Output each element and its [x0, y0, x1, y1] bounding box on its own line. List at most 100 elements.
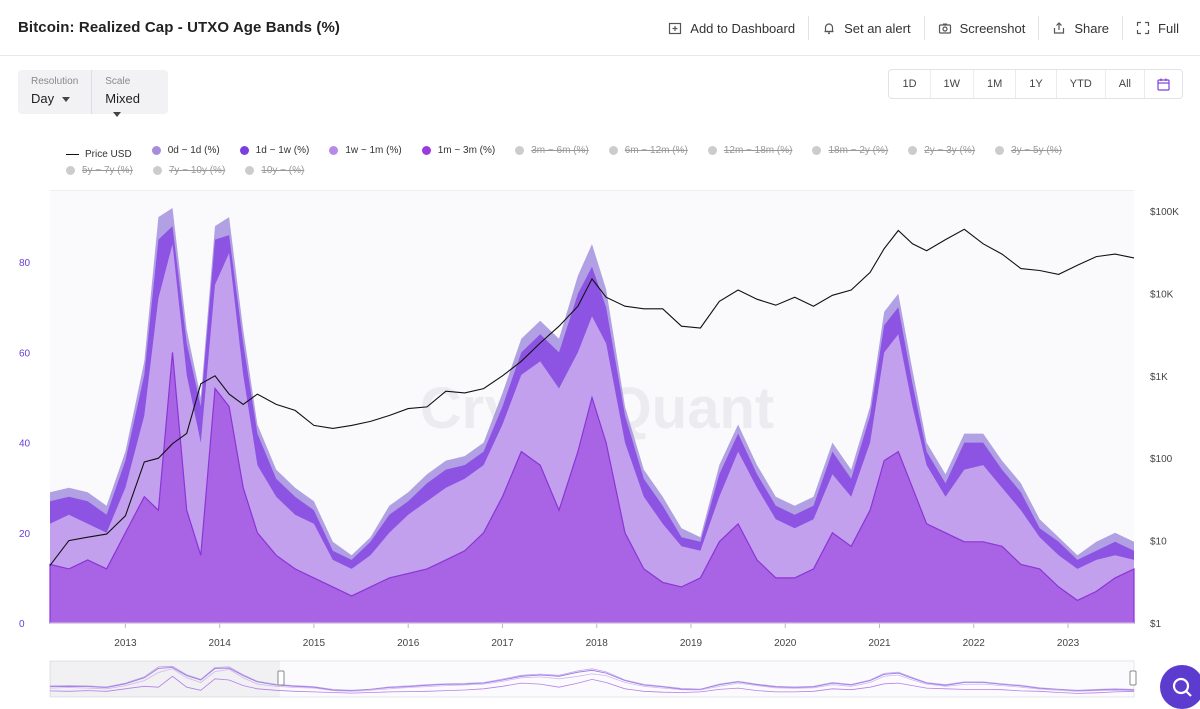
y-left-tick-label: 40 [19, 439, 31, 450]
dashboard-add-icon [669, 22, 682, 35]
x-tick-label: 2021 [868, 638, 891, 649]
x-tick-label: 2023 [1057, 638, 1080, 649]
screenshot-button[interactable]: Screenshot [923, 16, 1039, 40]
legend-marker [239, 146, 249, 155]
x-tick-label: 2022 [963, 638, 986, 649]
y-left-tick-label: 0 [19, 619, 25, 630]
legend-marker [151, 146, 161, 155]
legend-label: 3y ~ 5y (%) [1011, 145, 1062, 156]
legend-label: Price USD [85, 149, 132, 160]
x-tick-label: 2019 [680, 638, 703, 649]
share-button[interactable]: Share [1038, 16, 1122, 40]
chevron-down-icon [113, 112, 122, 118]
series-area [49, 352, 1135, 624]
screenshot-label: Screenshot [959, 20, 1026, 36]
legend-marker [908, 146, 918, 155]
resolution-select[interactable]: Resolution Day [18, 70, 91, 114]
navigator-handle[interactable] [277, 670, 285, 686]
y-right-tick-label: $10 [1150, 537, 1167, 548]
legend-marker [152, 166, 162, 175]
scale-select[interactable]: Scale Mixed [91, 70, 168, 118]
resolution-label: Resolution [31, 76, 79, 87]
set-alert-button[interactable]: Set an alert [808, 16, 924, 40]
legend-marker [812, 146, 822, 155]
legend-label: 12m ~ 18m (%) [723, 145, 793, 156]
legend-item[interactable]: 1w ~ 1m (%) [329, 143, 402, 158]
legend-item[interactable]: 7y ~ 10y (%) [152, 163, 225, 178]
chat-support-button[interactable] [1160, 665, 1200, 709]
range-1m-button[interactable]: 1M [973, 70, 1015, 98]
range-1w-button[interactable]: 1W [929, 70, 974, 98]
y-right-tick-label: $10K [1150, 289, 1174, 300]
legend-item[interactable]: 2y ~ 3y (%) [908, 143, 975, 158]
fullscreen-button[interactable]: Full [1122, 16, 1192, 40]
range-all-button[interactable]: All [1104, 70, 1144, 98]
range-1d-button[interactable]: 1D [902, 78, 917, 90]
scale-label: Scale [105, 76, 131, 87]
add-to-dashboard-label: Add to Dashboard [690, 20, 796, 36]
legend-label: 18m ~ 2y (%) [828, 145, 889, 156]
legend-marker [66, 154, 79, 155]
legend-label: 1w ~ 1m (%) [345, 145, 402, 156]
legend-marker [707, 146, 717, 155]
legend-divider [50, 190, 1134, 191]
header-actions: Add to Dashboard Set an alert Screenshot… [655, 16, 1192, 40]
scale-value: Mixed [105, 91, 140, 106]
legend-item[interactable]: Price USD [66, 147, 132, 162]
y-right-tick-label: $1 [1150, 619, 1162, 630]
x-tick-label: 2020 [774, 638, 797, 649]
legend-item[interactable]: 0d ~ 1d (%) [151, 143, 220, 158]
legend-label: 2y ~ 3y (%) [924, 145, 976, 156]
x-tick-label: 2014 [209, 638, 232, 649]
set-alert-label: Set an alert [844, 20, 911, 36]
legend-item[interactable]: 12m ~ 18m (%) [707, 143, 793, 158]
add-to-dashboard-button[interactable]: Add to Dashboard [655, 16, 808, 40]
legend-marker [608, 146, 618, 155]
fullscreen-label: Full [1158, 20, 1179, 36]
y-left-tick-label: 80 [19, 258, 31, 269]
legend-item[interactable]: 3y ~ 5y (%) [995, 143, 1062, 158]
legend-label: 0d ~ 1d (%) [167, 145, 220, 156]
legend-item[interactable]: 18m ~ 2y (%) [812, 143, 888, 158]
fullscreen-icon [1136, 21, 1150, 35]
chat-search-icon [1172, 677, 1192, 697]
legend-item[interactable]: 5y ~ 7y (%) [66, 163, 133, 178]
legend-label: 3m ~ 6m (%) [531, 145, 589, 156]
x-tick-label: 2017 [491, 638, 514, 649]
legend-item[interactable]: 1d ~ 1w (%) [239, 143, 310, 158]
legend-item[interactable]: 10y ~ (%) [245, 163, 304, 178]
x-tick-label: 2016 [397, 638, 420, 649]
x-tick-label: 2013 [114, 638, 137, 649]
share-icon [1054, 22, 1065, 34]
navigator-series-line [49, 667, 1135, 692]
navigator-handle[interactable] [1129, 670, 1137, 686]
legend-item[interactable]: 6m ~ 12m (%) [608, 143, 688, 158]
legend-marker [66, 166, 75, 175]
x-tick-label: 2015 [303, 638, 326, 649]
range-selector: 1D 1W 1M 1Y YTD All [888, 69, 1183, 99]
legend-marker [995, 146, 1005, 155]
bell-icon [824, 23, 834, 35]
range-1y-button[interactable]: 1Y [1015, 70, 1055, 98]
legend-label: 5y ~ 7y (%) [82, 165, 133, 176]
legend-item[interactable]: 3m ~ 6m (%) [515, 143, 589, 158]
chart-legend: Price USD 0d ~ 1d (%) 1d ~ 1w (%) 1w ~ 1m (… [66, 142, 1146, 180]
navigator-series-line [49, 675, 1135, 694]
calendar-button[interactable] [1144, 70, 1182, 98]
legend-label: 1d ~ 1w (%) [255, 145, 310, 156]
chart-settings: Resolution Day Scale Mixed [18, 70, 168, 118]
chevron-down-icon [62, 97, 71, 103]
y-right-tick-label: $100 [1150, 454, 1173, 465]
legend-label: 10y ~ (%) [261, 165, 305, 176]
y-right-tick-label: $100K [1150, 207, 1179, 218]
legend-item[interactable]: 1m ~ 3m (%) [421, 143, 496, 158]
legend-label: 6m ~ 12m (%) [624, 145, 688, 156]
navigator-series-line [49, 665, 1135, 691]
share-label: Share [1074, 20, 1110, 36]
range-ytd-button[interactable]: YTD [1055, 70, 1105, 98]
legend-marker [245, 166, 255, 175]
legend-label: 1m ~ 3m (%) [437, 145, 496, 156]
x-tick-label: 2018 [586, 638, 609, 649]
header-bar: Bitcoin: Realized Cap - UTXO Age Bands (… [0, 0, 1200, 56]
